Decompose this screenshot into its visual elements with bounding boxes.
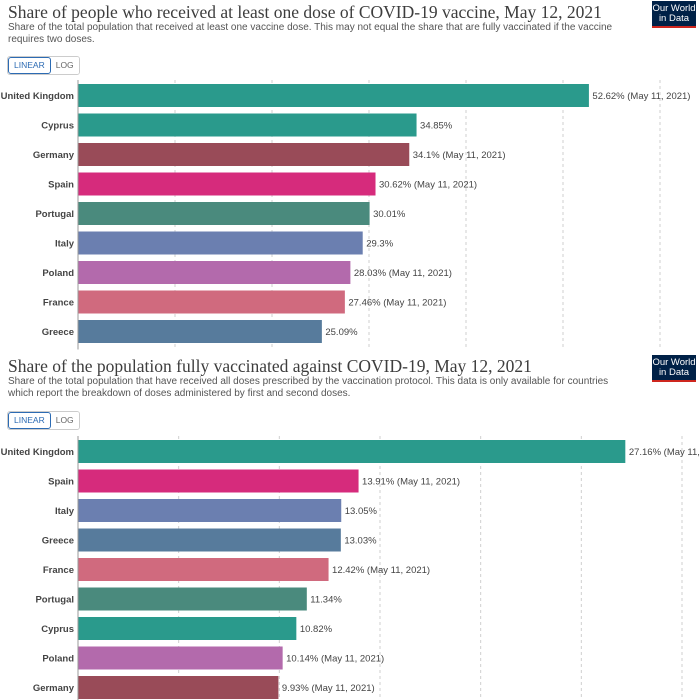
category-label: Greece — [42, 536, 74, 547]
chart-subtitle: Share of the total population that recei… — [8, 22, 613, 45]
value-label: 28.03% (May 11, 2021) — [354, 268, 452, 279]
category-label: Spain — [48, 477, 74, 488]
bar[interactable] — [78, 440, 626, 463]
owid-logo[interactable]: Our World in Data — [652, 355, 696, 382]
category-label: Poland — [42, 654, 74, 665]
chart-panel-fully-vaccinated: Share of the population fully vaccinated… — [0, 354, 700, 700]
bar[interactable] — [78, 202, 370, 225]
value-label: 27.16% (May 11, 2021) — [629, 447, 700, 458]
category-label: France — [43, 565, 74, 576]
bar[interactable] — [78, 84, 589, 107]
value-label: 13.03% — [344, 536, 377, 547]
chart-title: Share of people who received at least on… — [8, 2, 602, 22]
category-label: Poland — [42, 268, 74, 279]
bar[interactable] — [78, 587, 307, 611]
owid-logo[interactable]: Our World in Data — [652, 1, 696, 28]
bar[interactable] — [78, 290, 345, 314]
category-label: Portugal — [35, 209, 74, 220]
value-label: 52.62% (May 11, 2021) — [592, 91, 690, 102]
bar[interactable] — [78, 499, 342, 522]
category-label: Cyprus — [41, 624, 74, 635]
scale-toggle: LINEAR LOG — [7, 411, 80, 430]
chart-panel-first-dose: Share of people who received at least on… — [1, 1, 696, 350]
value-label: 29.3% — [366, 239, 393, 250]
value-label: 12.42% (May 11, 2021) — [332, 565, 430, 576]
bar[interactable] — [78, 320, 322, 343]
bar[interactable] — [78, 646, 283, 670]
category-label: France — [43, 298, 74, 309]
category-label: Italy — [55, 239, 75, 250]
value-label: 34.85% — [420, 121, 453, 132]
logo-line-2: in Data — [658, 367, 690, 378]
value-label: 27.46% (May 11, 2021) — [348, 298, 446, 309]
logo-line-2: in Data — [658, 13, 690, 24]
bar[interactable] — [78, 113, 417, 137]
chart-title: Share of the population fully vaccinated… — [8, 356, 532, 376]
bar[interactable] — [78, 528, 341, 552]
category-label: Italy — [55, 506, 75, 517]
value-label: 30.62% (May 11, 2021) — [379, 180, 477, 191]
bar-chart-fully-vaccinated: United Kingdom 27.16% (May 11, 2021) Spain… — [1, 436, 700, 700]
logo-line-1: Our World — [652, 357, 696, 368]
bar[interactable] — [78, 558, 329, 581]
value-label: 13.05% — [345, 506, 378, 517]
value-label: 9.93% (May 11, 2021) — [282, 683, 375, 694]
logo-line-1: Our World — [652, 3, 696, 14]
bar[interactable] — [78, 469, 359, 493]
log-scale-button[interactable]: LOG — [50, 57, 79, 74]
bar[interactable] — [78, 143, 410, 166]
value-label: 13.91% (May 11, 2021) — [362, 477, 460, 488]
category-label: Cyprus — [41, 121, 74, 132]
log-scale-button[interactable]: LOG — [50, 412, 79, 429]
bar[interactable] — [78, 617, 297, 640]
value-label: 10.82% — [300, 624, 333, 635]
bar-chart-first-dose: United Kingdom 52.62% (May 11, 2021) Cypru… — [1, 80, 690, 350]
chart-subtitle: Share of the total population that have … — [8, 376, 609, 399]
linear-scale-button[interactable]: LINEAR — [8, 57, 51, 74]
bar[interactable] — [78, 231, 363, 255]
bar[interactable] — [78, 172, 376, 196]
category-label: United Kingdom — [1, 447, 74, 458]
category-label: United Kingdom — [1, 91, 74, 102]
bar[interactable] — [78, 676, 279, 699]
category-label: Portugal — [35, 595, 74, 606]
value-label: 34.1% (May 11, 2021) — [413, 150, 506, 161]
category-label: Greece — [42, 327, 74, 338]
value-label: 25.09% — [325, 327, 358, 338]
value-label: 10.14% (May 11, 2021) — [286, 654, 384, 665]
scale-toggle: LINEAR LOG — [7, 56, 80, 75]
linear-scale-button[interactable]: LINEAR — [8, 412, 51, 429]
value-label: 11.34% — [310, 595, 342, 606]
category-label: Germany — [33, 150, 75, 161]
category-label: Spain — [48, 180, 74, 191]
bar[interactable] — [78, 261, 351, 284]
category-label: Germany — [33, 683, 75, 694]
value-label: 30.01% — [373, 209, 406, 220]
